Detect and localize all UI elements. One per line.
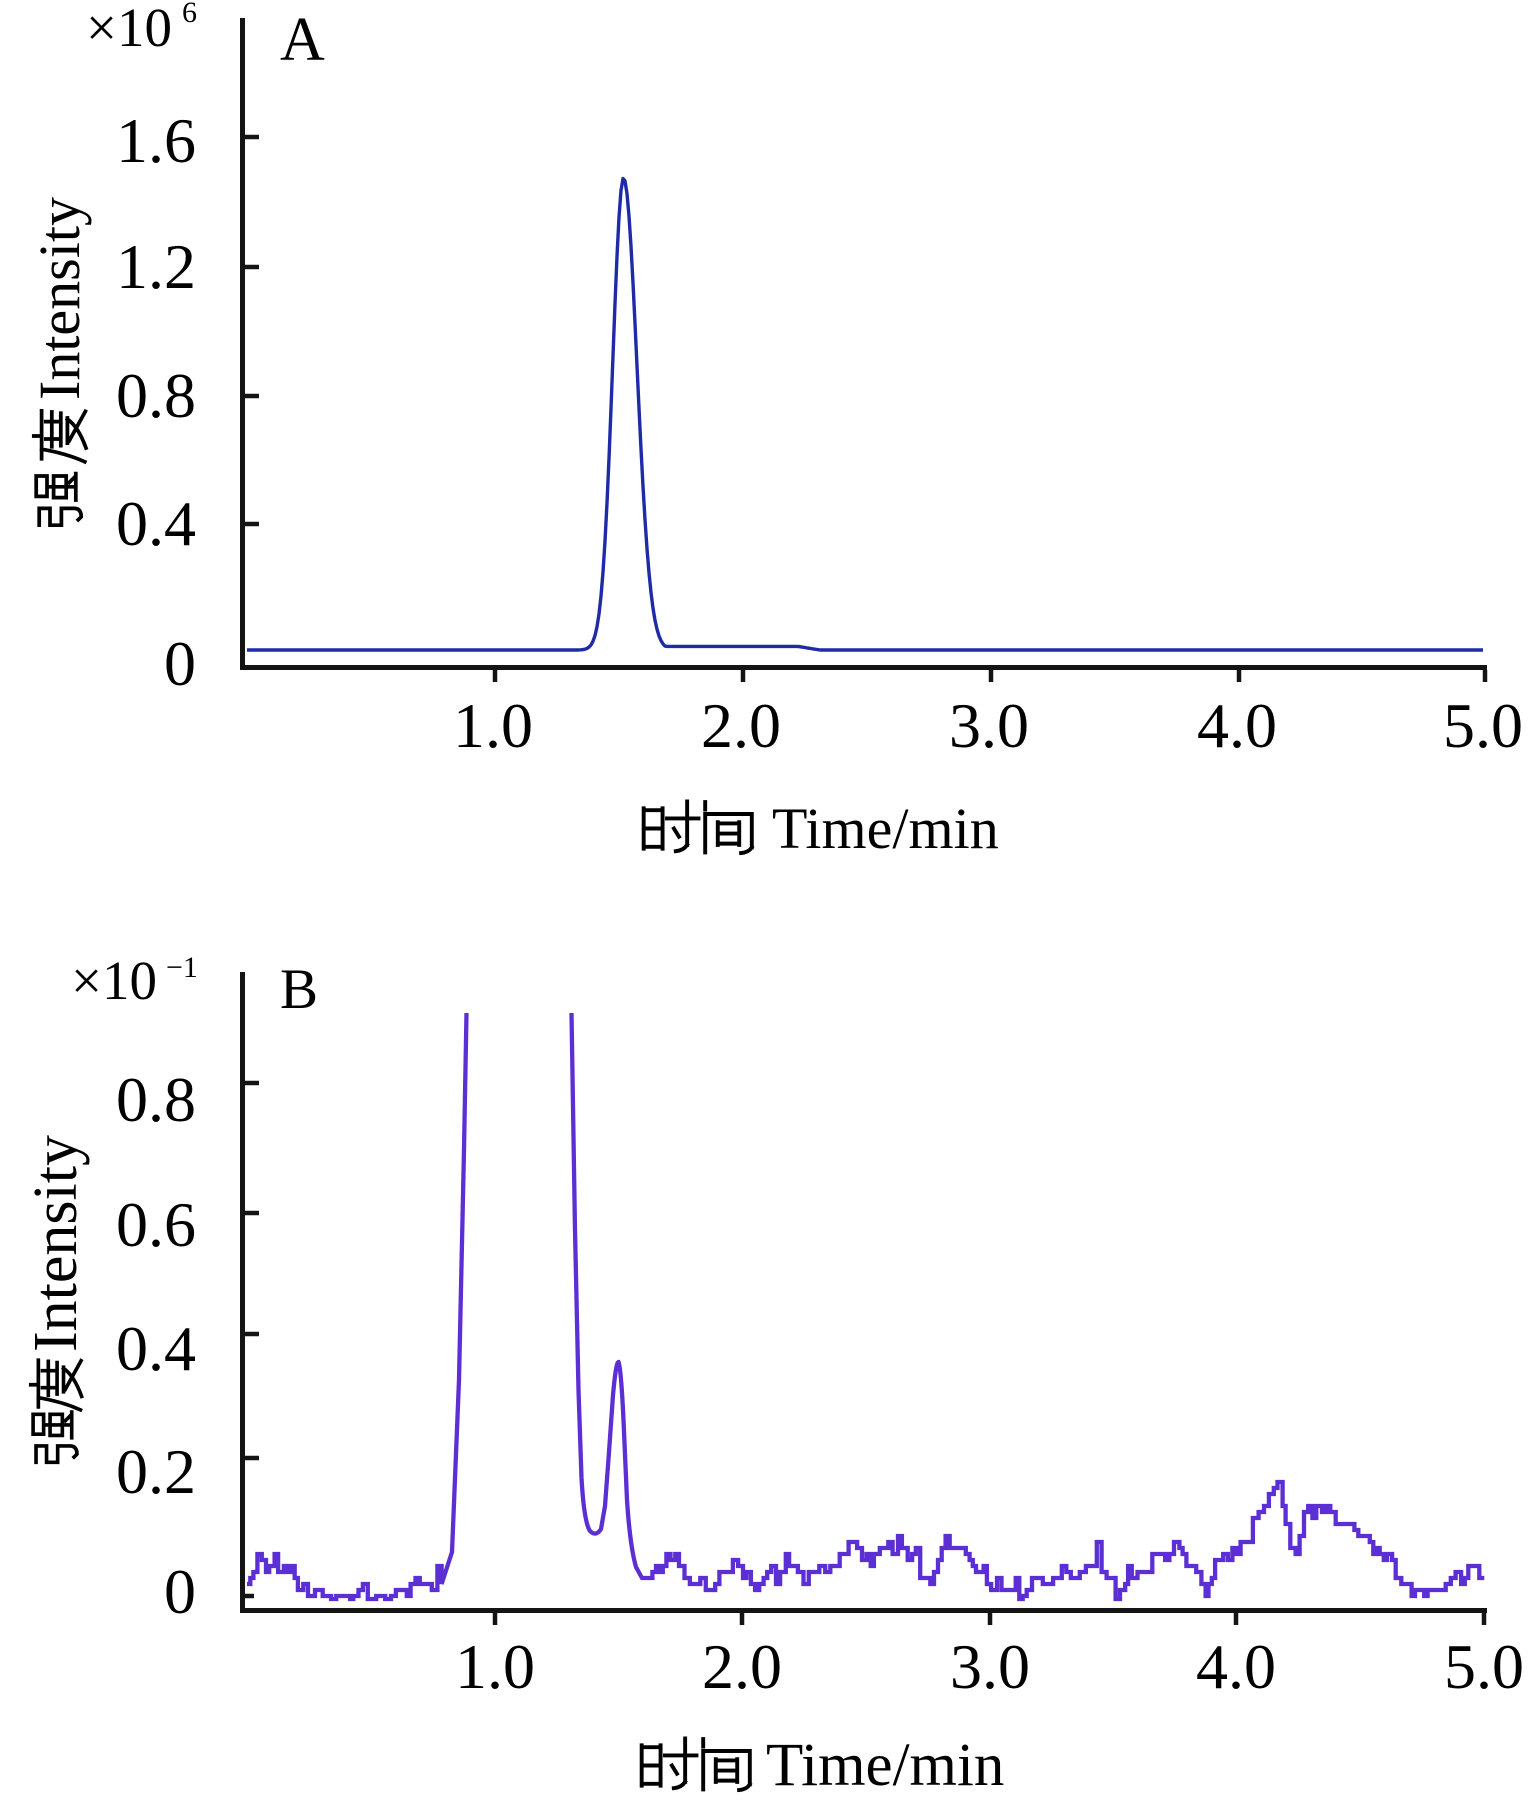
svg-text:5.0: 5.0 xyxy=(1444,1631,1524,1702)
svg-text:B: B xyxy=(280,958,318,1021)
svg-text:A: A xyxy=(280,6,325,74)
svg-text:2.0: 2.0 xyxy=(701,690,781,761)
svg-text:−1: −1 xyxy=(166,951,198,984)
svg-text:0: 0 xyxy=(164,1556,196,1627)
svg-text:×10: ×10 xyxy=(86,0,172,58)
svg-text:0.6: 0.6 xyxy=(116,1189,196,1260)
svg-text:0.2: 0.2 xyxy=(116,1436,196,1507)
svg-text:×10: ×10 xyxy=(71,950,157,1011)
svg-text:Time/min: Time/min xyxy=(772,796,999,861)
svg-text:3.0: 3.0 xyxy=(949,690,1029,761)
svg-text:0.4: 0.4 xyxy=(116,1313,196,1384)
svg-text:4.0: 4.0 xyxy=(1196,1631,1276,1702)
svg-text:6: 6 xyxy=(182,0,197,29)
svg-text:4.0: 4.0 xyxy=(1197,690,1277,761)
svg-text:0: 0 xyxy=(164,628,196,699)
svg-text:1.2: 1.2 xyxy=(116,231,196,302)
svg-text:0.8: 0.8 xyxy=(116,360,196,431)
svg-text:Intensity: Intensity xyxy=(27,197,92,400)
svg-text:5.0: 5.0 xyxy=(1443,690,1523,761)
svg-text:1.0: 1.0 xyxy=(455,1631,535,1702)
svg-text:3.0: 3.0 xyxy=(950,1631,1030,1702)
svg-text:0.8: 0.8 xyxy=(116,1064,196,1135)
svg-text:Intensity: Intensity xyxy=(22,1135,90,1352)
svg-text:Time/min: Time/min xyxy=(766,1732,1004,1799)
svg-text:1.0: 1.0 xyxy=(453,690,533,761)
svg-text:0.4: 0.4 xyxy=(116,488,196,559)
svg-text:1.6: 1.6 xyxy=(116,105,196,176)
svg-text:2.0: 2.0 xyxy=(702,1631,782,1702)
